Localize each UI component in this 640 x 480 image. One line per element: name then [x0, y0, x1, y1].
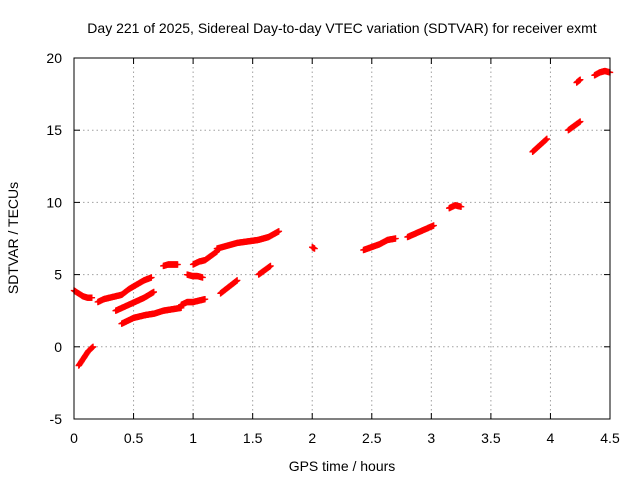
data-point [88, 294, 96, 301]
data-point [275, 228, 283, 235]
data-point [267, 262, 274, 270]
x-tick-label: 1.5 [243, 430, 263, 446]
data-point [457, 203, 465, 210]
x-tick-labels: 0 0.5 1 1.5 2 2.5 3 3.5 4 4.5 [70, 430, 620, 446]
x-tick-label: 2 [308, 430, 316, 446]
x-tick-label: 3 [427, 430, 435, 446]
y-tick-label: 20 [46, 50, 62, 66]
data-point [543, 135, 551, 143]
data-point [89, 343, 97, 350]
axis-ticks [73, 57, 611, 420]
data-point [233, 277, 241, 284]
data-point [577, 76, 584, 83]
x-tick-label: 4 [547, 430, 555, 446]
y-tick-label: -5 [50, 411, 63, 427]
data-point [148, 274, 155, 281]
x-tick-label: 1 [189, 430, 197, 446]
data-point [174, 261, 181, 268]
plot-frame [73, 57, 611, 420]
data-point [201, 295, 209, 303]
x-tick-label: 2.5 [362, 430, 382, 446]
y-tick-label: 5 [54, 267, 62, 283]
data-point [577, 118, 584, 125]
x-tick-label: 4.5 [600, 430, 620, 446]
data-points [70, 67, 614, 369]
data-point [392, 235, 399, 242]
x-tick-label: 3.5 [481, 430, 501, 446]
y-tick-labels: -5 0 5 10 15 20 [46, 50, 62, 427]
data-point [199, 274, 206, 281]
data-point [311, 245, 318, 252]
data-point [150, 288, 158, 296]
data-point [430, 222, 437, 229]
x-axis-label: GPS time / hours [289, 458, 396, 474]
y-axis-label: SDTVAR / TECUs [5, 182, 21, 294]
chart-title: Day 221 of 2025, Sidereal Day-to-day VTE… [87, 20, 596, 36]
grid-lines [74, 58, 610, 419]
x-tick-label: 0 [70, 430, 78, 446]
y-tick-label: 15 [46, 122, 62, 138]
y-tick-label: 0 [54, 339, 62, 355]
y-tick-label: 10 [46, 194, 62, 210]
x-tick-label: 0.5 [124, 430, 144, 446]
